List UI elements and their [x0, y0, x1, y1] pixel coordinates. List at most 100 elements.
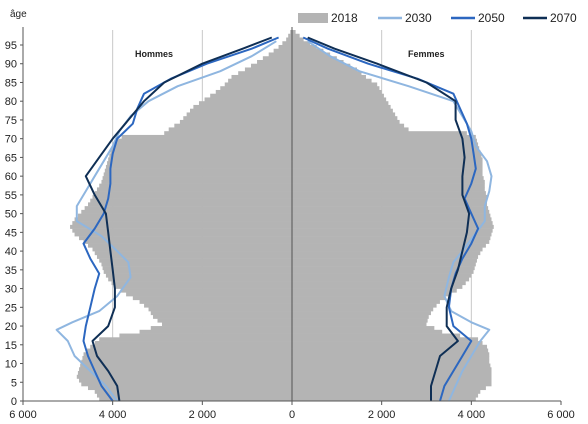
bar-2018-women [292, 206, 489, 211]
bar-2018-men [193, 104, 292, 109]
legend-label-2070: 2070 [550, 11, 577, 25]
y-tick-label: 10 [5, 359, 17, 371]
bar-2018-women [292, 183, 485, 188]
y-tick-label: 40 [5, 246, 17, 258]
bar-2018-men [210, 93, 292, 98]
y-tick-label: 60 [5, 171, 17, 183]
bar-2018-men [74, 217, 292, 222]
bar-2018-men [94, 389, 292, 394]
bar-2018-women [292, 333, 461, 338]
bar-2018-women [292, 329, 443, 334]
bar-2018-women [292, 296, 446, 301]
bar-2018-women [292, 131, 467, 136]
bar-2018-women [292, 30, 296, 35]
bar-2018-women [292, 374, 492, 379]
bar-2018-women [292, 149, 481, 154]
x-tick-label: 6 000 [9, 409, 37, 421]
bar-2018-women [292, 56, 337, 61]
bar-2018-men [74, 232, 292, 237]
axes: 6 000 4 000 2 000 0 2 000 4 000 6 000051015202… [5, 27, 575, 421]
bar-2018-men [244, 67, 292, 72]
bar-2018-women [292, 341, 483, 346]
bar-2018-men [186, 112, 292, 117]
bar-2018-men [250, 63, 292, 68]
bar-2018-men [288, 33, 292, 38]
bar-2018-women [292, 187, 485, 192]
y-tick-label: 15 [5, 340, 17, 352]
y-tick-label: 75 [5, 115, 17, 127]
bar-2018-women [292, 127, 409, 132]
bar-2018-women [292, 44, 317, 50]
bar-2018-men [268, 52, 292, 57]
y-tick-label: 65 [5, 152, 17, 164]
bar-2018-women [292, 119, 400, 124]
bar-2018-men [150, 326, 292, 331]
bar-2018-men [108, 157, 292, 162]
bar-2018-women [292, 307, 434, 312]
bar-2018-men [110, 149, 292, 154]
bar-2018-women [292, 213, 491, 218]
bar-2018-men [112, 142, 293, 147]
bar-2018-women [292, 33, 300, 38]
bar-2018-men [183, 116, 292, 121]
bar-2018-men [198, 101, 292, 106]
y-axis-title: âge [10, 9, 27, 20]
x-tick-label: 4 000 [458, 409, 486, 421]
bar-2018-men [79, 378, 293, 383]
y-tick-label: 50 [5, 209, 17, 221]
y-tick-label: 25 [5, 302, 17, 314]
bar-2018-men [107, 161, 292, 166]
bar-2018-men [83, 239, 293, 244]
bar-2018-men [119, 333, 293, 338]
x-tick-label: 0 [289, 409, 295, 421]
bar-2018-women [292, 161, 483, 166]
bar-2018-men [120, 288, 292, 293]
legend-label-2050: 2050 [478, 11, 505, 25]
bar-2018-men [101, 179, 292, 184]
bar-2018-women [292, 266, 475, 271]
bar-2018-women [292, 292, 452, 297]
line-2030-men [55, 40, 277, 402]
bar-2018-women [292, 348, 489, 353]
bar-2018-men [101, 262, 292, 267]
bar-2018-women [292, 393, 479, 398]
bar-2018-women [292, 138, 477, 143]
bar-2018-men [70, 224, 292, 229]
bar-2018-women [292, 277, 470, 282]
bar-2018-women [292, 221, 493, 226]
bar-2018-women [292, 37, 304, 42]
bar-2018-women [292, 224, 494, 229]
bar-2018-women [292, 97, 387, 102]
bar-2018-women [292, 299, 440, 304]
bar-2018-men [174, 123, 292, 128]
bar-2018-women [292, 378, 492, 383]
bar-2018-men [231, 74, 292, 80]
bar-2018-women [292, 172, 483, 177]
bar-2018-women [292, 176, 484, 181]
bar-2018-men [105, 164, 292, 169]
bar-2018-men [79, 367, 293, 372]
bars-2018 [70, 30, 494, 402]
bar-2018-men [126, 292, 292, 297]
bar-2018-men [109, 153, 292, 158]
bar-2018-women [292, 322, 427, 327]
bar-2018-women [292, 344, 488, 349]
bar-2018-men [88, 386, 292, 391]
bar-2018-men [144, 303, 292, 308]
bar-2018-men [286, 37, 292, 42]
bar-2018-women [292, 236, 491, 241]
bar-2018-men [220, 86, 292, 91]
bar-2018-women [292, 82, 378, 87]
bar-2018-women [292, 179, 485, 184]
bar-2018-women [292, 389, 481, 394]
bar-2018-women [292, 153, 482, 158]
bar-2018-men [81, 209, 293, 214]
bar-2018-men [103, 172, 292, 177]
bar-2018-men [111, 281, 292, 286]
bar-2018-women [292, 52, 331, 57]
bar-2018-women [292, 146, 480, 151]
bar-2018-women [292, 258, 477, 263]
bar-2018-men [148, 307, 292, 312]
bar-2018-women [292, 273, 472, 278]
